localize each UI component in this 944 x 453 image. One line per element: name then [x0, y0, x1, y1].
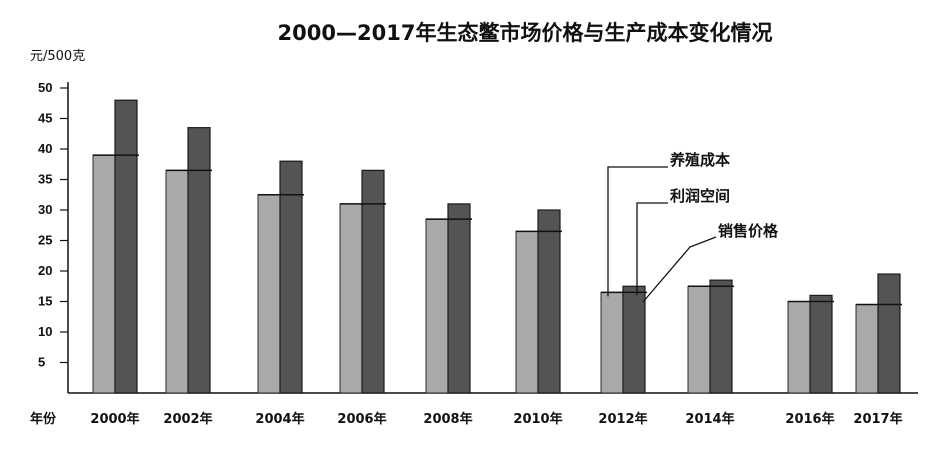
bar-price [622, 285, 646, 394]
bar-cost [687, 285, 711, 394]
x-tick-label: 2012年 [598, 411, 647, 427]
bar-price [279, 160, 303, 394]
y-tick-label: 10 [38, 324, 52, 339]
y-axis-unit: 元/500克 [30, 49, 85, 64]
bar-price [709, 279, 733, 394]
y-tick-label: 15 [38, 294, 52, 309]
y-tick-label: 45 [38, 111, 52, 126]
leader-line-profit [636, 202, 668, 296]
bar-cost [425, 218, 449, 394]
bar-price [537, 209, 561, 394]
chart-title: 2000—2017年生态鳖市场价格与生产成本变化情况 [278, 21, 773, 45]
bar-cost [165, 169, 189, 394]
x-tick-label: 2006年 [337, 411, 386, 427]
bar-price [447, 203, 471, 394]
bar-cost [257, 194, 281, 394]
annotation-price: 销售价格 [718, 222, 779, 240]
bar-price [187, 127, 211, 394]
y-tick-label: 40 [38, 141, 52, 156]
bar-cost [92, 154, 116, 394]
bar-price [809, 294, 833, 394]
y-tick-label: 5 [38, 355, 45, 370]
y-tick-label: 20 [38, 263, 52, 278]
bar-price [361, 169, 385, 394]
bar-price [114, 99, 138, 394]
x-tick-label: 2004年 [255, 411, 304, 427]
leader-line-cost [607, 166, 668, 297]
bar-price [877, 273, 901, 394]
y-tick-label: 25 [38, 233, 52, 248]
bar-cost [339, 203, 363, 394]
bar-cost [600, 291, 624, 394]
bar-cost [515, 230, 539, 394]
y-tick-label: 50 [38, 80, 52, 95]
x-tick-label: 2002年 [163, 411, 212, 427]
x-tick-label: 2008年 [423, 411, 472, 427]
y-tick-label: 35 [38, 172, 52, 187]
x-tick-label: 2010年 [513, 411, 562, 427]
annotation-profit: 利润空间 [670, 187, 730, 205]
annotation-cost: 养殖成本 [669, 151, 730, 169]
x-axis-label: 年份 [30, 411, 57, 427]
x-tick-label: 2014年 [685, 411, 734, 427]
bar-cost [787, 301, 811, 394]
x-tick-label: 2016年 [785, 411, 834, 427]
bar-cost [855, 304, 879, 394]
x-tick-label: 2017年 [853, 411, 902, 427]
y-tick-label: 30 [38, 202, 52, 217]
leader-line-price [642, 236, 717, 303]
x-tick-label: 2000年 [90, 411, 139, 427]
